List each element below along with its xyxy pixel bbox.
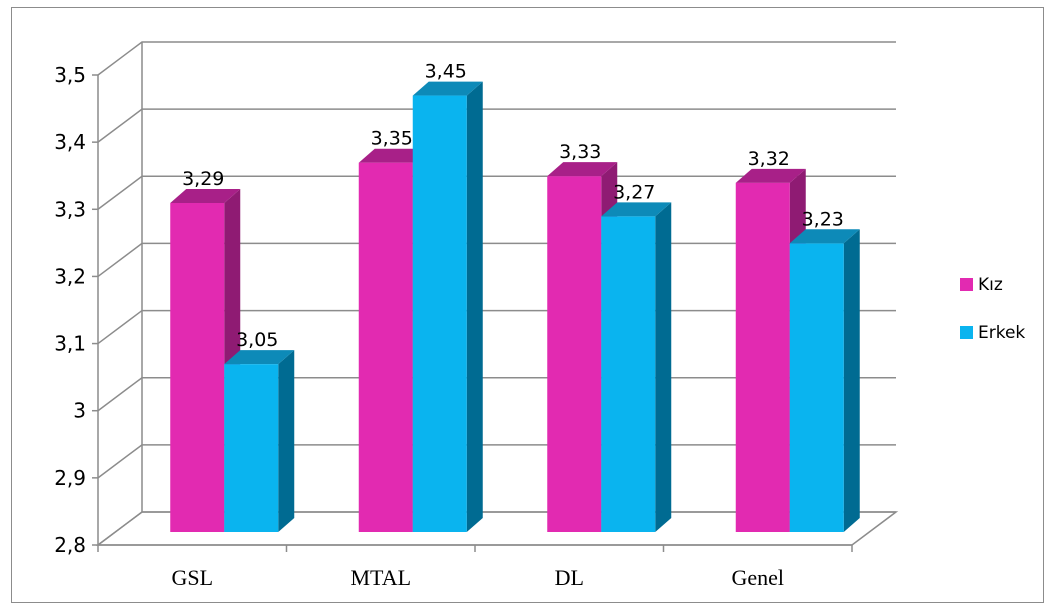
x-tick-label: DL	[555, 565, 584, 590]
bar	[789, 229, 860, 533]
bar	[224, 350, 295, 532]
y-tick-label: 3,3	[54, 197, 86, 221]
y-tick-label: 2,9	[54, 466, 86, 490]
bar-side	[466, 81, 483, 533]
bar	[601, 202, 672, 532]
bar-top	[170, 189, 241, 203]
bar-front	[789, 243, 844, 533]
y-tick-label: 3,2	[54, 264, 86, 288]
data-label: 3,23	[802, 208, 844, 230]
data-label: 3,45	[425, 61, 467, 83]
bar-top	[358, 148, 429, 163]
bar-top	[601, 202, 672, 217]
gridline	[97, 108, 896, 143]
bar-top	[412, 81, 483, 96]
y-tick-label: 3,5	[54, 63, 86, 87]
legend-swatch	[960, 278, 973, 291]
legend-label: Kız	[978, 275, 1003, 295]
axes: 2,8 2,9 3 3,1 3,2 3,3 3,4 3,5 GSL MTAL DL Genel	[54, 63, 853, 590]
bar-front	[601, 216, 656, 532]
bar-front	[412, 95, 467, 533]
legend-label: Erkek	[978, 323, 1025, 343]
legend-swatch	[960, 326, 973, 339]
x-tick-label: GSL	[171, 565, 213, 590]
gridline	[97, 175, 896, 210]
bar-front	[735, 182, 790, 532]
bar-side	[843, 229, 860, 533]
bar	[412, 81, 483, 533]
bar-top	[547, 162, 618, 177]
data-label: 3,29	[182, 168, 224, 190]
data-label: 3,35	[371, 128, 413, 150]
data-label: 3,33	[559, 141, 601, 163]
bar-front	[224, 364, 279, 532]
data-label: 3,27	[613, 181, 655, 203]
data-label: 3,32	[748, 148, 790, 170]
bar-front	[547, 176, 602, 532]
bar-front	[170, 203, 225, 532]
bars	[170, 81, 860, 533]
gridline	[97, 41, 896, 76]
bar-front	[358, 162, 413, 532]
x-tick-label: Genel	[731, 565, 784, 590]
bar-top	[224, 350, 295, 365]
y-tick-label: 2,8	[54, 533, 86, 557]
bar-side	[655, 202, 672, 532]
x-tick-label: MTAL	[350, 565, 411, 590]
y-tick-label: 3,4	[54, 130, 86, 154]
y-tick-label: 3	[73, 399, 86, 423]
data-labels: 3,29 3,05 3,35 3,45 3,33 3,27 3,32 3,23	[182, 61, 844, 352]
bar-top	[789, 229, 860, 244]
bar-top	[735, 168, 806, 183]
bar-side	[278, 350, 295, 532]
y-tick-label: 3,1	[54, 332, 86, 356]
legend: Kız Erkek	[960, 275, 1025, 343]
data-label: 3,05	[236, 329, 278, 351]
